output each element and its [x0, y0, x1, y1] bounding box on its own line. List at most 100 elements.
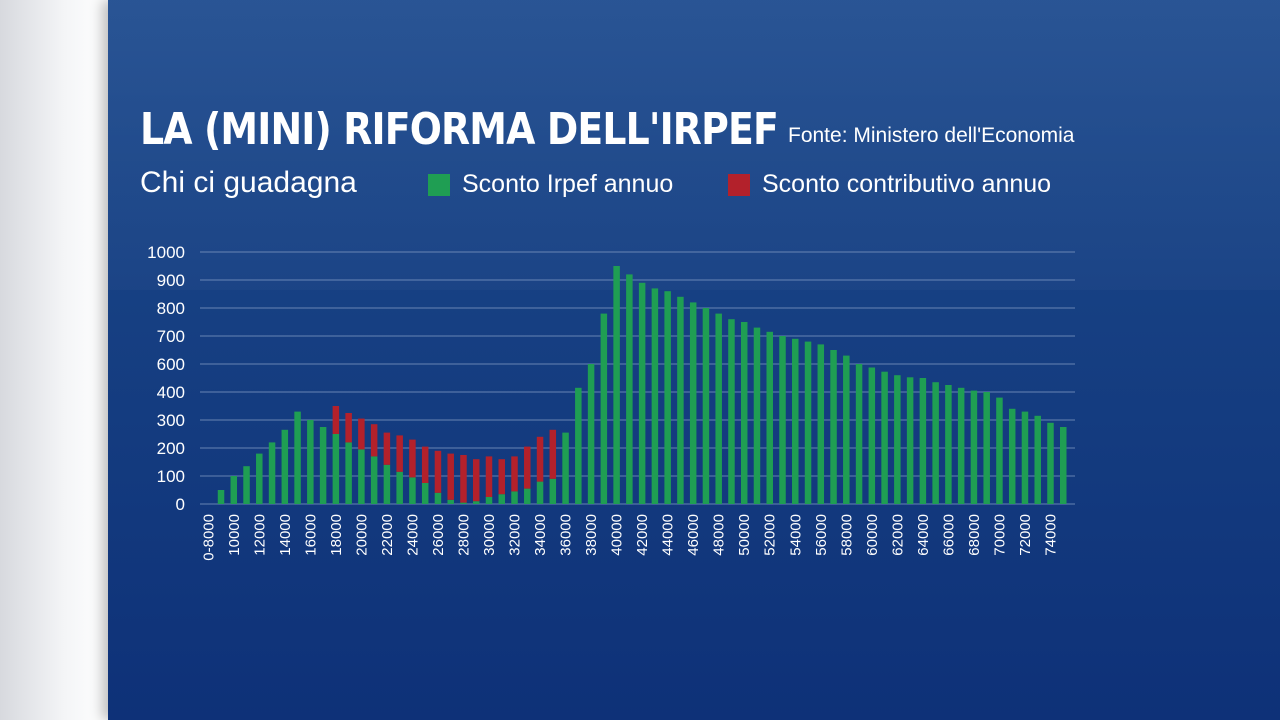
- x-tick-label: 32000: [507, 514, 524, 556]
- y-tick-label: 400: [157, 383, 185, 402]
- bar-contributivo: [370, 424, 378, 457]
- bar-irpef: [689, 302, 697, 504]
- bar-irpef: [881, 371, 888, 504]
- bar-contributivo: [396, 435, 403, 472]
- x-tick-label: 26000: [430, 514, 447, 556]
- legend-swatch-green: [428, 173, 450, 196]
- bar-irpef: [638, 282, 646, 504]
- x-tick-label: 70000: [991, 514, 1008, 556]
- bar-irpef: [1008, 408, 1016, 504]
- y-tick-label: 0: [176, 495, 185, 514]
- bar-irpef: [817, 344, 825, 504]
- chart-subtitle: Chi ci guadagna: [140, 166, 357, 199]
- bar-irpef: [868, 367, 876, 504]
- bar-irpef: [613, 266, 620, 504]
- y-tick-label: 200: [157, 439, 185, 458]
- bar-irpef: [906, 377, 914, 504]
- bar-irpef: [932, 382, 939, 504]
- bar-irpef: [1060, 427, 1067, 504]
- x-tick-label: 0-8000: [200, 514, 217, 561]
- x-tick-label: 64000: [915, 514, 932, 556]
- left-background-strip: [0, 0, 108, 720]
- panel-sheen: [108, 0, 1280, 290]
- bar-contributivo: [409, 439, 416, 478]
- bar-irpef: [485, 497, 493, 504]
- x-tick-label: 44000: [660, 514, 677, 556]
- chart-title: LA (MINI) RIFORMA DELL'IRPEF: [140, 104, 779, 155]
- bar-contributivo: [332, 406, 340, 434]
- bar-irpef: [447, 499, 454, 504]
- bar-irpef: [855, 364, 863, 504]
- bar-irpef: [894, 375, 901, 504]
- x-tick-label: 34000: [532, 514, 549, 556]
- bar-irpef: [740, 322, 748, 504]
- x-tick-label: 30000: [481, 514, 498, 556]
- y-tick-label: 800: [157, 299, 185, 318]
- x-tick-label: 72000: [1017, 514, 1034, 556]
- bar-irpef: [268, 442, 276, 504]
- x-tick-label: 66000: [940, 514, 957, 556]
- x-tick-label: 52000: [762, 514, 779, 556]
- x-tick-label: 42000: [634, 514, 651, 556]
- bar-irpef: [562, 432, 569, 504]
- bar-irpef: [1021, 411, 1029, 504]
- legend-label-irpef: Sconto Irpef annuo: [462, 170, 674, 198]
- bar-irpef: [472, 501, 480, 504]
- x-tick-label: 14000: [277, 514, 294, 556]
- x-tick-label: 60000: [864, 514, 881, 556]
- bar-irpef: [779, 336, 786, 504]
- bar-irpef: [996, 397, 1003, 504]
- bar-irpef: [524, 488, 531, 504]
- bar-contributivo: [472, 459, 480, 502]
- bar-irpef: [332, 434, 340, 504]
- bar-irpef: [307, 420, 314, 504]
- legend-item-contributivo: Sconto contributivo annuo: [728, 170, 1051, 199]
- y-tick-label: 100: [157, 467, 185, 486]
- y-tick-label: 600: [157, 355, 185, 374]
- bar-contributivo: [498, 459, 506, 495]
- bar-irpef: [970, 390, 978, 504]
- x-tick-label: 58000: [838, 514, 855, 556]
- legend-swatch-red: [728, 173, 750, 196]
- x-tick-label: 56000: [813, 514, 830, 556]
- x-tick-label: 18000: [328, 514, 345, 556]
- bar-irpef: [383, 464, 391, 504]
- bar-irpef: [421, 483, 429, 504]
- x-tick-label: 36000: [558, 514, 575, 556]
- x-tick-label: 28000: [455, 514, 472, 556]
- x-tick-label: 46000: [685, 514, 702, 556]
- x-tick-label: 50000: [736, 514, 753, 556]
- bar-irpef: [587, 364, 595, 504]
- bar-irpef: [830, 350, 837, 504]
- x-tick-label: 38000: [583, 514, 600, 556]
- bar-irpef: [256, 453, 263, 504]
- bar-irpef: [677, 296, 684, 504]
- x-tick-label: 68000: [966, 514, 983, 556]
- bar-contributivo: [447, 453, 454, 500]
- y-tick-label: 1000: [147, 243, 185, 262]
- bar-irpef: [919, 378, 927, 504]
- bar-irpef: [957, 387, 965, 504]
- legend-label-contributivo: Sconto contributivo annuo: [762, 170, 1052, 198]
- bar-irpef: [409, 477, 416, 504]
- bar-irpef: [600, 313, 608, 504]
- bar-irpef: [345, 442, 352, 504]
- bar-contributivo: [485, 456, 493, 497]
- bar-irpef: [511, 491, 518, 504]
- bar-contributivo: [358, 418, 365, 450]
- bar-irpef: [843, 355, 850, 504]
- x-tick-label: 54000: [787, 514, 804, 556]
- bar-irpef: [319, 427, 327, 504]
- x-tick-label: 48000: [711, 514, 728, 556]
- bar-irpef: [434, 492, 442, 504]
- bar-irpef: [460, 502, 467, 504]
- bar-irpef: [396, 471, 403, 504]
- bar-contributivo: [549, 429, 557, 479]
- x-tick-label: 16000: [302, 514, 319, 556]
- bar-irpef: [575, 387, 582, 504]
- bar-irpef: [549, 478, 557, 504]
- bar-contributivo: [511, 456, 518, 492]
- bar-irpef: [766, 331, 773, 504]
- bar-contributivo: [383, 432, 391, 465]
